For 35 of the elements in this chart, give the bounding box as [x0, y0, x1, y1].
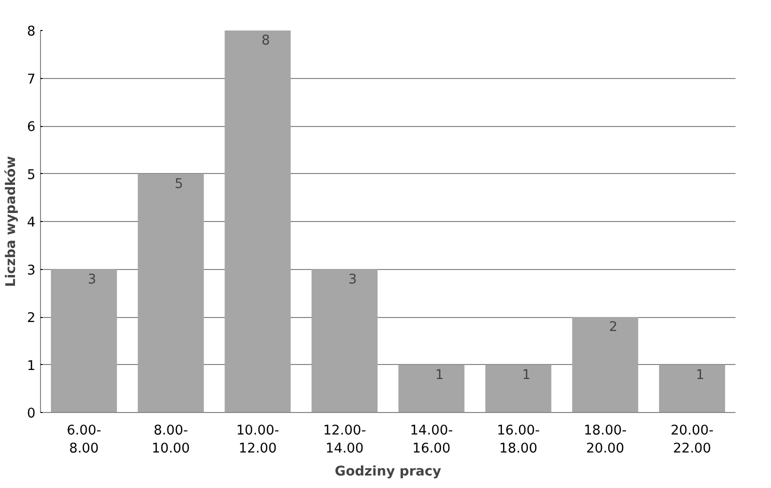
y-tick-label: 5 — [27, 168, 36, 183]
data-label: 1 — [696, 368, 704, 383]
data-label: 3 — [88, 272, 96, 288]
data-label: 2 — [608, 320, 618, 335]
bar — [659, 364, 726, 412]
y-tick-label: 8 — [27, 24, 36, 40]
y-tick-label: 0 — [27, 406, 36, 422]
y-tick-label: 6 — [27, 120, 36, 135]
data-label: 1 — [522, 368, 531, 383]
y-tick-label: 4 — [27, 216, 36, 230]
x-tick-label: 14.00-16.00 — [410, 424, 454, 456]
y-tick-label: 2 — [27, 311, 36, 326]
bar — [224, 30, 291, 412]
bar — [312, 269, 378, 412]
x-tick-label: 20.00-22.00 — [670, 424, 714, 456]
data-label: 5 — [174, 176, 184, 192]
y-tick-label: 7 — [27, 72, 36, 88]
data-label: 3 — [348, 272, 357, 288]
x-tick-label: 12.00-14.00 — [323, 424, 366, 456]
x-tick-label: 10.00-12.00 — [236, 424, 280, 456]
x-tick-label: 18.00-20.00 — [584, 424, 627, 456]
x-axis-title: Godziny pracy — [334, 464, 442, 480]
y-tick-label: 3 — [27, 263, 36, 278]
y-axis-title: Liczba wypadków — [4, 156, 20, 287]
bar — [50, 269, 117, 412]
bar — [572, 317, 638, 412]
data-label: 1 — [435, 368, 444, 383]
x-tick-label: 8.00-10.00 — [152, 424, 190, 456]
x-tick-label: 6.00-8.00 — [66, 424, 102, 456]
bar — [398, 364, 464, 412]
y-tick-label: 1 — [27, 358, 36, 374]
bar — [485, 364, 552, 412]
x-tick-label: 16.00-18.00 — [496, 424, 540, 456]
data-label: 8 — [261, 34, 270, 48]
bar — [138, 174, 204, 412]
